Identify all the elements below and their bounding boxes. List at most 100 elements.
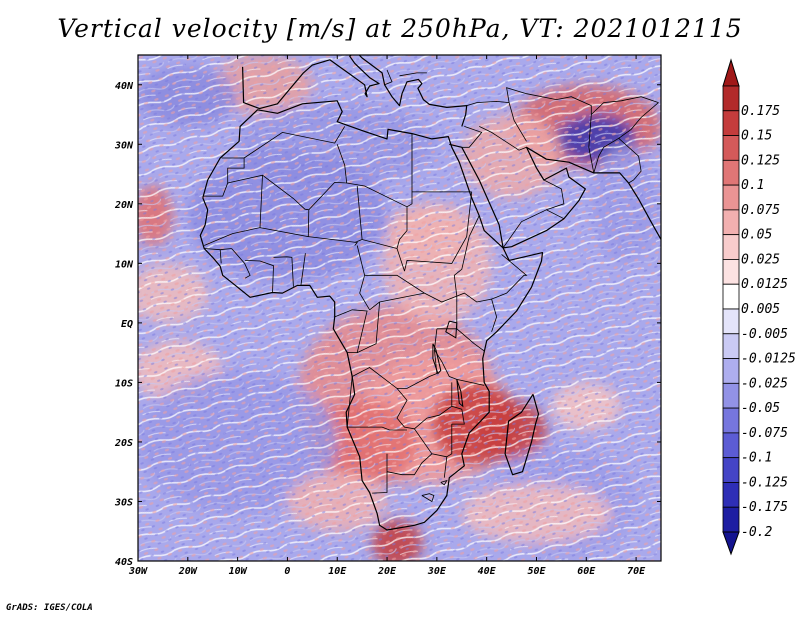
country-border — [479, 126, 527, 151]
country-border — [399, 72, 427, 77]
lon-tick-label: 10E — [328, 566, 347, 577]
colorbar-swatch — [722, 506, 740, 533]
country-border — [456, 292, 498, 332]
lon-tick-label: 40E — [478, 566, 497, 577]
lake-outline — [432, 343, 442, 375]
lon-tick-label: 20E — [377, 566, 397, 577]
country-border — [466, 100, 510, 106]
colorbar-swatch — [722, 85, 740, 112]
lat-tick-label: 10S — [115, 378, 133, 389]
coastline-europe — [242, 55, 468, 127]
colorbar-top-extension — [722, 58, 740, 87]
colorbar-swatch — [722, 234, 740, 260]
plot-title: Vertical velocity [m/s] at 250hPa, VT: 2… — [57, 14, 743, 43]
country-border — [508, 102, 527, 142]
lat-axis: 40N 30N 20N 10N EQ 10S 20S 30S 40S — [114, 81, 661, 568]
colorbar-label: 0.15 — [741, 129, 772, 144]
lon-tick-label: 20W — [178, 566, 198, 577]
lat-tick-label: 30N — [114, 140, 134, 151]
colorbar-swatch — [722, 135, 740, 161]
country-border — [357, 301, 380, 353]
colorbar-swatch — [722, 184, 740, 211]
country-border — [356, 245, 370, 311]
country-border — [308, 236, 358, 246]
map-frame — [137, 54, 662, 562]
lon-tick-label: 60E — [577, 566, 596, 577]
colorbar-swatch — [722, 308, 740, 335]
colorbar-label: 0.05 — [741, 228, 772, 243]
lon-tick-label: 70E — [627, 566, 646, 577]
country-border — [461, 126, 483, 148]
country-border — [384, 69, 393, 86]
country-borders — [202, 69, 659, 503]
lat-tick-label: 10N — [115, 259, 134, 270]
country-border — [273, 256, 294, 287]
country-border — [491, 254, 528, 300]
country-border — [433, 328, 485, 386]
country-border — [453, 236, 470, 297]
country-border — [346, 349, 438, 389]
colorbar-label: -0.175 — [741, 500, 788, 515]
country-border — [372, 453, 388, 494]
country-border — [591, 96, 659, 115]
colorbar-label: 0.025 — [741, 252, 780, 267]
colorbar: 0.175 0.15 0.125 0.1 0.075 0.05 0.025 0.0125 0.0… — [722, 58, 796, 556]
lat-tick-label: 20N — [114, 200, 134, 211]
country-border — [506, 87, 595, 173]
country-border — [219, 249, 222, 264]
colorbar-swatch — [722, 432, 740, 459]
country-border — [243, 126, 346, 159]
lat-tick-label: 20S — [114, 438, 133, 449]
colorbar-swatch — [722, 358, 740, 384]
colorbar-swatch — [722, 407, 740, 434]
coastline-madagascar — [504, 393, 540, 476]
colorbar-swatch — [722, 259, 740, 285]
colorbar-label: -0.05 — [741, 401, 780, 416]
colorbar-label: -0.2 — [741, 525, 772, 540]
coastlines — [199, 55, 661, 531]
colorbar-label: 0.125 — [741, 153, 780, 168]
country-border — [245, 260, 274, 294]
country-border — [204, 175, 263, 246]
field-texture-dots — [138, 55, 661, 561]
lon-tick-label: 50E — [527, 566, 546, 577]
lat-tick-label: 40S — [115, 557, 133, 568]
lon-tick-label: 0 — [284, 566, 290, 577]
country-border — [386, 453, 433, 476]
colorbar-label: -0.025 — [741, 376, 788, 391]
credit-text: GrADS: IGES/COLA — [6, 603, 93, 613]
colorbar-bottom-extension — [722, 531, 740, 556]
lake-outline — [456, 379, 464, 408]
country-border — [468, 215, 480, 237]
lat-tick-label: EQ — [121, 319, 133, 330]
map-panel: 30W 20W 10W 0 10E 20E 30E 40E 50E 60E 70E 40N 30N 20… — [114, 54, 662, 577]
country-border — [421, 493, 435, 503]
colorbar-label: -0.1 — [741, 451, 772, 466]
country-border — [346, 376, 407, 431]
colorbar-swatch — [722, 457, 740, 483]
lon-tick-label: 30W — [128, 566, 148, 577]
colorbar-label: -0.125 — [741, 475, 788, 490]
colorbar-swatch — [722, 382, 740, 409]
colorbar-label: 0.0125 — [741, 277, 788, 292]
colorbar-swatch — [722, 482, 740, 508]
country-border — [618, 138, 642, 184]
country-border — [300, 253, 306, 286]
coastline-africa — [199, 100, 544, 531]
country-border — [440, 479, 448, 486]
colorbar-swatch — [722, 159, 740, 186]
lat-tick-label: 30S — [114, 497, 133, 508]
colorbar-label: 0.1 — [741, 178, 764, 193]
lon-tick-label: 30E — [427, 566, 447, 577]
colorbar-swatch — [722, 110, 740, 136]
colorbar-label: -0.005 — [741, 327, 788, 342]
colorbar-label: -0.075 — [741, 426, 788, 441]
colorbar-label: 0.005 — [741, 302, 780, 317]
lon-axis: 30W 20W 10W 0 10E 20E 30E 40E 50E 60E 70E — [128, 55, 646, 577]
colorbar-swatch — [722, 333, 740, 359]
country-border — [346, 182, 408, 208]
country-border — [334, 309, 368, 353]
lake-outline — [445, 320, 458, 339]
colorbar-label: -0.0125 — [741, 352, 796, 367]
